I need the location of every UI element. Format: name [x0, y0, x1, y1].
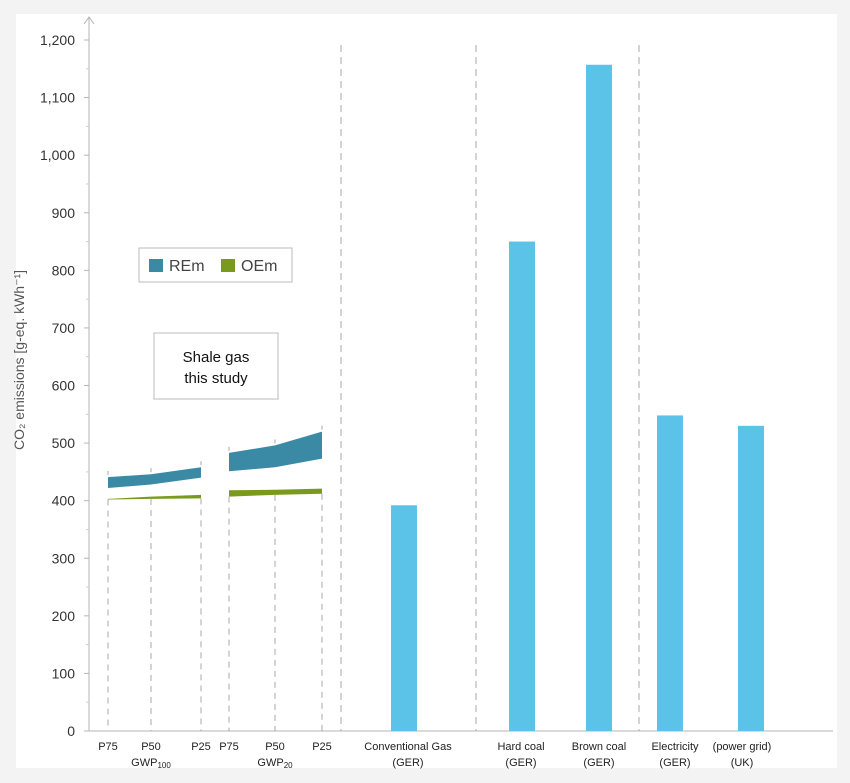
annotation-line2: this study: [184, 370, 248, 387]
oem-band: [108, 494, 201, 500]
y-tick-label: 400: [52, 493, 76, 509]
y-axis-arrow: [83, 16, 95, 25]
annotation-line1: Shale gas: [183, 349, 250, 366]
bar: [509, 241, 535, 731]
bar-category-label: Electricity: [651, 741, 699, 753]
legend-box: [138, 247, 293, 283]
bar-category-label: (power grid): [713, 741, 772, 753]
gwp-group-label: GWP100: [131, 757, 171, 770]
legend-swatch-oem: [221, 259, 235, 272]
y-tick-label: 1,100: [40, 90, 75, 106]
y-tick-label: 0: [67, 723, 75, 739]
bar-category-sublabel: (UK): [731, 757, 754, 769]
bar-category-label: Conventional Gas: [364, 741, 452, 753]
gwp-group-label: GWP20: [257, 757, 293, 770]
y-tick-label: 300: [52, 550, 76, 566]
y-tick-label: 800: [52, 262, 76, 278]
y-tick-label: 600: [52, 378, 76, 394]
percentile-label: P75: [98, 741, 118, 753]
percentile-label: P50: [265, 741, 285, 753]
legend-label-rem: REm: [169, 258, 205, 275]
y-tick-label: 700: [52, 320, 76, 336]
y-tick-label: 1,000: [40, 147, 75, 163]
chart-panel: [16, 14, 837, 768]
annotation-box: [153, 332, 279, 400]
y-tick-label: 200: [52, 608, 76, 624]
bar: [738, 425, 764, 731]
y-tick-label: 1,200: [40, 32, 75, 48]
legend-swatch-rem: [149, 259, 163, 272]
y-tick-label: 100: [52, 665, 76, 681]
y-tick-label: 500: [52, 435, 76, 451]
bar-category-label: Hard coal: [497, 741, 544, 753]
bar: [657, 415, 683, 731]
oem-band: [229, 488, 322, 497]
legend-label-oem: OEm: [241, 258, 277, 275]
percentile-label: P25: [312, 741, 332, 753]
bar: [391, 505, 417, 731]
bar-category-sublabel: (GER): [505, 757, 536, 769]
bar-category-sublabel: (GER): [659, 757, 690, 769]
percentile-label: P75: [219, 741, 239, 753]
y-tick-label: 900: [52, 205, 76, 221]
y-axis-title: CO₂ emissions [g-eq. kWh⁻¹]: [11, 270, 27, 450]
bar-category-label: Brown coal: [572, 741, 626, 753]
bar: [586, 64, 612, 731]
percentile-label: P50: [141, 741, 161, 753]
bar-category-sublabel: (GER): [583, 757, 614, 769]
bar-category-sublabel: (GER): [392, 757, 423, 769]
rem-band: [229, 431, 322, 472]
rem-band: [108, 467, 201, 488]
percentile-label: P25: [191, 741, 211, 753]
